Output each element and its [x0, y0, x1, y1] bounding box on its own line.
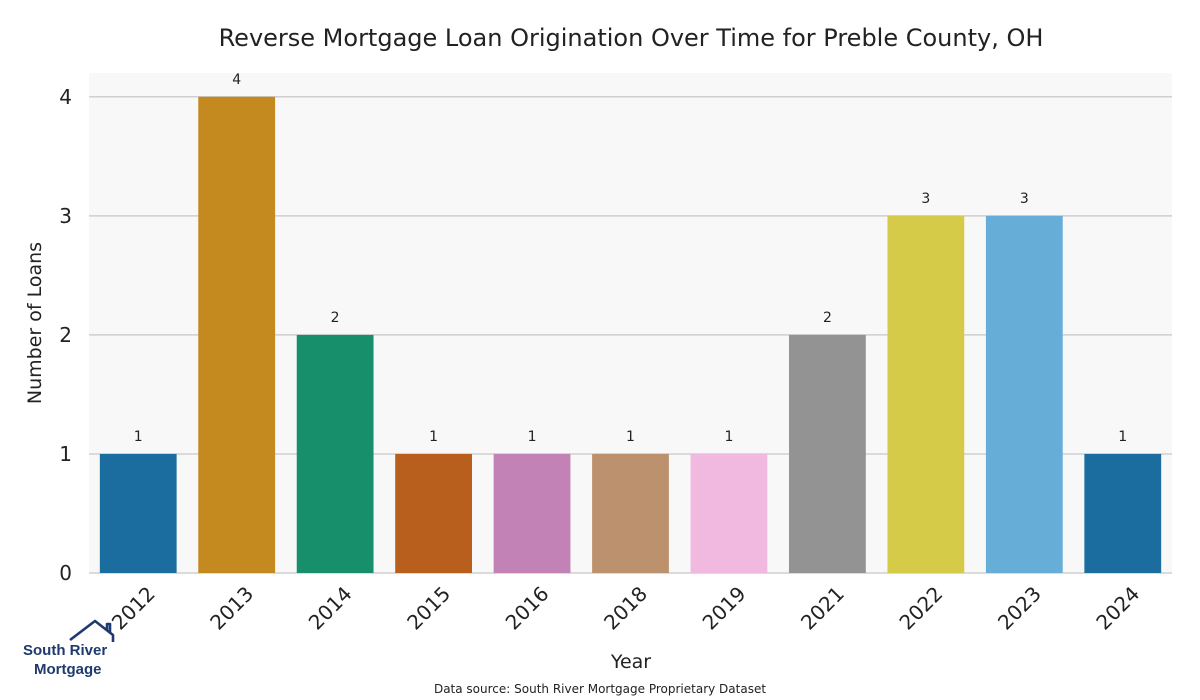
x-tick-label-2019: 2019	[698, 582, 751, 635]
chart-title: Reverse Mortgage Loan Origination Over T…	[219, 24, 1044, 52]
logo-line-2: Mortgage	[34, 661, 102, 678]
x-ticks: 2012 2013 2014 2015 2016 2018 2019 2021 2022 2023…	[107, 582, 1145, 635]
bar-2014	[296, 334, 374, 573]
bar-2012	[99, 453, 177, 573]
data-label-2022: 3	[921, 191, 930, 207]
bar-2019	[690, 453, 768, 573]
company-logo: South River Mortgage	[23, 619, 115, 678]
data-label-2019: 1	[724, 429, 733, 445]
bars	[99, 96, 1162, 574]
x-tick-label-2024: 2024	[1091, 582, 1144, 635]
house-roof-icon	[69, 619, 115, 642]
bar-2021	[789, 334, 866, 573]
y-tick-label: 2	[59, 323, 72, 347]
x-axis-label: Year	[610, 651, 651, 673]
data-label-2014: 2	[331, 310, 340, 326]
y-axis-label: Number of Loans	[24, 242, 46, 404]
data-label-2015: 1	[429, 429, 438, 445]
y-tick-label: 0	[59, 561, 72, 585]
data-label-2023: 3	[1020, 191, 1029, 207]
x-tick-label-2023: 2023	[993, 582, 1046, 635]
data-labels: 1 4 2 1 1 1 1 2 3 3 1	[134, 72, 1127, 445]
x-tick-label-2016: 2016	[501, 582, 554, 635]
x-tick-label-2022: 2022	[894, 582, 947, 635]
bar-2023	[985, 215, 1063, 573]
data-label-2018: 1	[626, 429, 635, 445]
data-label-2012: 1	[134, 429, 143, 445]
bar-2018	[592, 453, 669, 573]
data-label-2021: 2	[823, 310, 832, 326]
x-tick-label-2021: 2021	[796, 582, 849, 635]
bar-2013	[198, 96, 276, 574]
y-ticks: 0 1 2 3 4	[59, 85, 72, 585]
y-tick-label: 3	[59, 204, 72, 228]
data-label-2024: 1	[1118, 429, 1127, 445]
bar-2024	[1084, 453, 1162, 573]
x-tick-label-2014: 2014	[304, 582, 357, 635]
bar-2015	[395, 453, 472, 573]
bar-2022	[887, 215, 965, 573]
y-tick-label: 1	[59, 442, 72, 466]
x-tick-label-2013: 2013	[205, 582, 258, 635]
data-source-note: Data source: South River Mortgage Propri…	[434, 682, 766, 696]
y-tick-label: 4	[59, 85, 72, 109]
data-label-2013: 4	[232, 72, 241, 88]
data-label-2016: 1	[528, 429, 537, 445]
bar-2016	[493, 453, 571, 573]
x-tick-label-2018: 2018	[599, 582, 652, 635]
x-tick-label-2015: 2015	[402, 582, 455, 635]
logo-line-1: South River	[23, 642, 107, 659]
